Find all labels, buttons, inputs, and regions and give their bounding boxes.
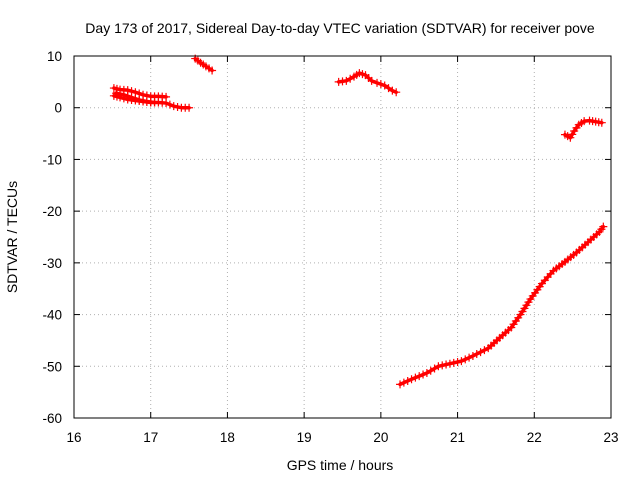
x-axis-label: GPS time / hours xyxy=(287,457,394,473)
data-point-marker xyxy=(449,358,458,367)
data-point-marker xyxy=(388,86,397,95)
data-point-marker xyxy=(403,376,412,385)
data-point-marker xyxy=(434,362,443,371)
data-series-segment-3 xyxy=(334,69,401,97)
data-point-marker xyxy=(119,90,128,99)
data-point-marker xyxy=(453,357,462,366)
data-point-marker xyxy=(476,348,485,357)
series-trace xyxy=(336,71,398,94)
x-tick-label: 21 xyxy=(450,430,465,445)
y-tick-label: -10 xyxy=(42,152,62,167)
data-point-marker xyxy=(367,76,376,85)
data-point-marker xyxy=(396,380,405,389)
data-point-marker xyxy=(419,370,428,379)
data-point-marker xyxy=(173,102,182,111)
x-tick-label: 17 xyxy=(143,430,158,445)
x-tick-label: 20 xyxy=(373,430,388,445)
data-point-marker xyxy=(131,94,140,103)
data-point-marker xyxy=(568,130,577,139)
data-point-marker xyxy=(112,89,121,98)
data-point-marker xyxy=(438,361,447,370)
data-point-marker xyxy=(185,103,194,112)
data-point-marker xyxy=(457,357,466,366)
x-tick-label: 22 xyxy=(527,430,542,445)
data-point-marker xyxy=(411,373,420,382)
y-tick-label: -60 xyxy=(42,411,62,426)
data-point-marker xyxy=(468,351,477,360)
series-trace xyxy=(398,224,606,387)
y-tick-label: -20 xyxy=(42,204,62,219)
y-tick-label: -50 xyxy=(42,359,62,374)
y-axis-label: SDTVAR / TECUs xyxy=(4,181,20,293)
data-point-marker xyxy=(116,90,125,99)
data-series-segment-1c xyxy=(112,89,159,107)
x-tick-label: 23 xyxy=(603,430,618,445)
x-tick-label: 19 xyxy=(297,430,312,445)
data-point-marker xyxy=(445,359,454,368)
y-tick-label: 0 xyxy=(54,101,62,116)
data-point-marker xyxy=(127,93,136,102)
data-point-marker xyxy=(442,360,451,369)
y-tick-label: 10 xyxy=(47,49,62,64)
data-point-marker xyxy=(135,95,144,104)
y-tick-label: -30 xyxy=(42,256,62,271)
chart-title: Day 173 of 2017, Sidereal Day-to-day VTE… xyxy=(85,20,595,36)
data-point-marker xyxy=(407,375,416,384)
data-point-marker xyxy=(376,80,385,89)
data-point-marker xyxy=(139,96,148,105)
data-point-marker xyxy=(208,66,217,75)
data-point-marker xyxy=(399,378,408,387)
data-point-marker xyxy=(472,350,481,359)
data-point-marker xyxy=(566,133,575,142)
data-point-marker xyxy=(373,78,382,87)
x-tick-label: 16 xyxy=(66,430,81,445)
data-point-marker xyxy=(123,92,132,101)
data-series-segment-5 xyxy=(560,116,606,142)
data-point-marker xyxy=(415,372,424,381)
data-series-segment-4 xyxy=(396,222,608,389)
y-tick-label: -40 xyxy=(42,308,62,323)
data-point-marker xyxy=(169,102,178,111)
x-tick-label: 18 xyxy=(220,430,235,445)
data-point-marker xyxy=(465,353,474,362)
plot-frame xyxy=(73,55,612,419)
data-point-marker xyxy=(162,99,171,108)
data-point-marker xyxy=(461,355,470,364)
data-point-marker xyxy=(599,222,608,231)
data-point-marker xyxy=(165,100,174,109)
data-point-marker xyxy=(150,98,159,107)
data-point-marker xyxy=(480,346,489,355)
data-series-segment-2 xyxy=(191,54,217,75)
data-point-marker xyxy=(392,88,401,97)
data-point-marker xyxy=(597,118,606,127)
